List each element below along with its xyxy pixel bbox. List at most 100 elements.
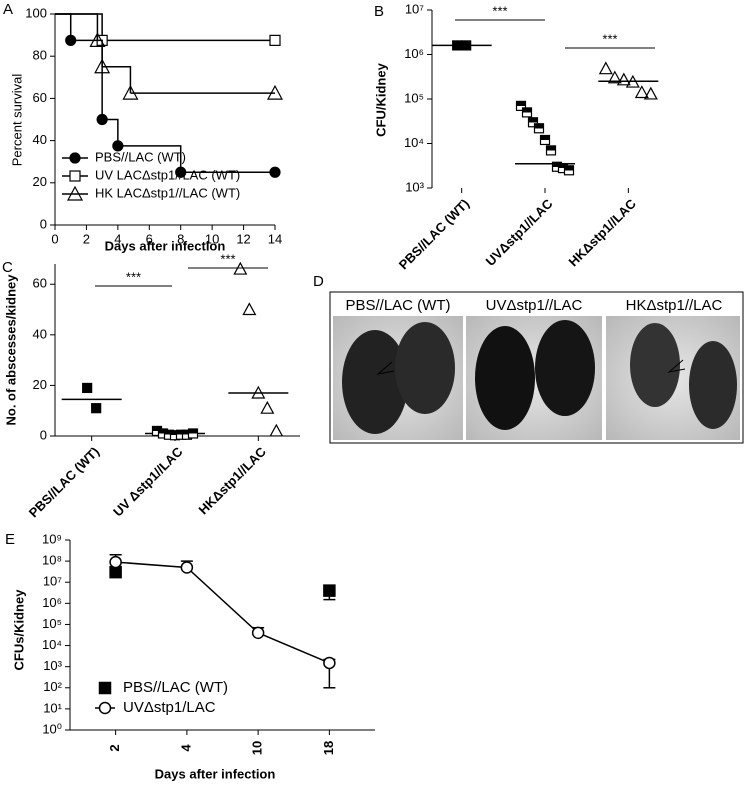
x-axis-label: Days after infection (155, 766, 276, 781)
arrow (376, 361, 395, 375)
y-tick-label: 10⁸ (42, 553, 62, 568)
marker (598, 61, 613, 75)
y-axis-label: Percent survival (9, 74, 24, 167)
photo-caption: UVΔstp1//LAC (486, 297, 583, 314)
marker (82, 382, 93, 394)
x-tick-label: 14 (268, 231, 282, 246)
marker (527, 117, 539, 128)
significance-label: *** (492, 3, 507, 18)
significance-label: *** (602, 31, 617, 46)
legend-label: PBS//LAC (WT) (95, 149, 186, 164)
x-tick-label: 4 (114, 231, 121, 246)
legend-label: PBS//LAC (WT) (123, 679, 228, 696)
marker (180, 561, 194, 574)
series-line (115, 561, 330, 664)
y-axis-label: CFU/Kidney (373, 62, 388, 136)
y-axis-label: CFUs/Kidney (11, 589, 26, 671)
photo-caption: PBS//LAC (WT) (345, 297, 450, 314)
marker (251, 385, 266, 399)
y-tick-label: 10⁹ (42, 531, 62, 546)
y-tick-label: 20 (33, 377, 47, 392)
legend-marker (69, 170, 81, 182)
y-tick-label: 10⁴ (404, 135, 424, 150)
y-tick-label: 0 (40, 427, 47, 442)
x-tick-label: PBS//LAC (WT) (396, 196, 472, 272)
marker (109, 555, 122, 569)
x-tick-label: 6 (146, 231, 153, 246)
x-tick-label: 18 (321, 741, 336, 755)
marker (187, 428, 199, 439)
y-tick-label: 10⁷ (405, 1, 424, 16)
significance-label: *** (126, 269, 141, 284)
marker (122, 84, 139, 100)
marker (625, 74, 640, 88)
x-tick-label: 2 (107, 744, 122, 751)
legend-marker (69, 152, 81, 164)
y-tick-label: 10⁵ (42, 616, 62, 631)
marker (545, 145, 557, 156)
x-tick-label: 0 (51, 231, 58, 246)
marker (616, 72, 631, 86)
survival-step (117, 145, 182, 173)
y-tick-label: 80 (33, 48, 47, 63)
marker (607, 70, 622, 84)
y-tick-label: 40 (33, 326, 47, 341)
marker (521, 107, 533, 118)
marker (634, 85, 649, 99)
marker (251, 626, 265, 640)
x-axis-label: Days after infection (105, 238, 226, 253)
marker (260, 400, 275, 414)
marker (112, 140, 124, 152)
y-axis-label: No. of abscesses/kidney (3, 274, 18, 426)
marker (269, 34, 281, 46)
marker (94, 58, 111, 74)
marker (452, 40, 463, 51)
y-tick-label: 60 (33, 276, 47, 291)
survival-step (97, 39, 103, 67)
y-tick-label: 10⁷ (43, 574, 62, 589)
y-tick-label: 10² (43, 679, 62, 694)
panel-label: D (313, 273, 324, 290)
kidney (630, 323, 680, 407)
y-tick-label: 0 (40, 216, 47, 231)
marker (233, 261, 248, 275)
significance-label: *** (220, 251, 235, 266)
y-tick-label: 60 (33, 90, 47, 105)
kidney (475, 326, 535, 430)
x-tick-label: 8 (177, 231, 184, 246)
marker (323, 656, 336, 670)
y-tick-label: 100 (25, 5, 47, 20)
kidney (342, 330, 408, 434)
y-tick-label: 10³ (405, 179, 424, 194)
survival-step (55, 13, 103, 41)
marker (269, 166, 281, 178)
x-tick-label: 4 (178, 744, 193, 752)
marker (323, 584, 336, 597)
marker (515, 100, 527, 111)
marker (242, 302, 257, 316)
y-tick-label: 40 (33, 132, 47, 147)
legend-label: UVΔstp1/LAC (123, 699, 216, 716)
marker (266, 84, 284, 100)
marker (563, 165, 575, 176)
marker (643, 86, 658, 100)
legend-label: UV LACΔstp1//LAC (WT) (95, 167, 240, 182)
survival-step (55, 13, 99, 41)
x-tick-label: HKΔstp1//LAC (195, 444, 269, 518)
marker (65, 34, 77, 46)
legend-marker (98, 701, 112, 715)
photo-caption: HKΔstp1//LAC (626, 297, 723, 314)
marker (269, 423, 284, 437)
x-tick-label: 10 (205, 231, 219, 246)
x-tick-label: 10 (250, 741, 265, 755)
x-tick-label: UVΔstp1//LAC (483, 196, 556, 269)
y-tick-label: 20 (33, 174, 47, 189)
x-tick-label: PBS//LAC (WT) (26, 444, 102, 520)
kidney (535, 320, 595, 416)
marker (175, 166, 187, 178)
y-tick-label: 10⁴ (42, 637, 62, 652)
y-tick-label: 10⁵ (404, 90, 424, 105)
legend-label: HK LACΔstp1//LAC (WT) (95, 185, 240, 200)
